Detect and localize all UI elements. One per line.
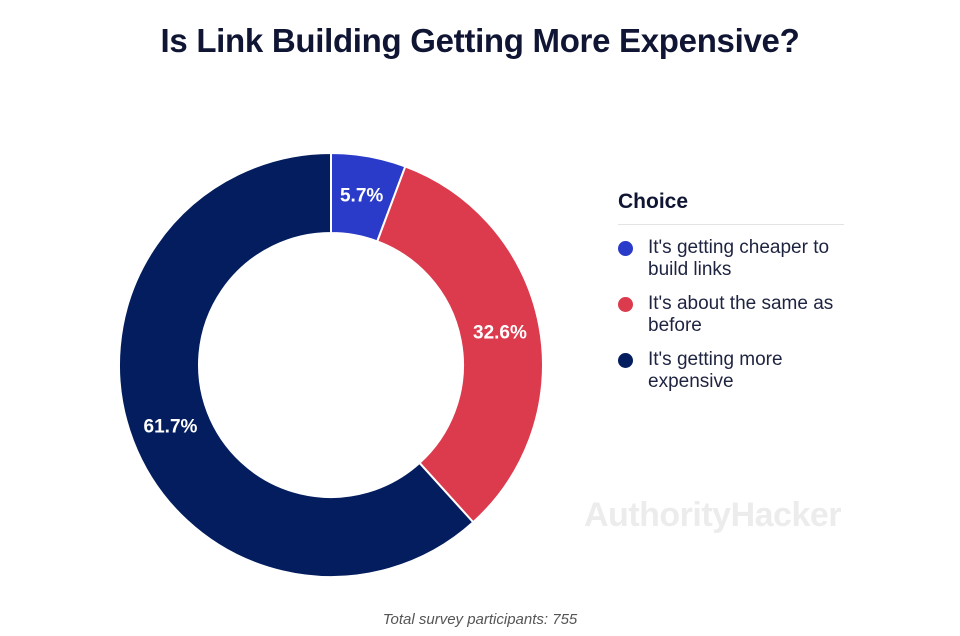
donut-slice-more-expensive [118,151,475,578]
donut-slice-same [375,165,544,524]
legend-label-more-expensive: It's getting more expensive [648,349,783,392]
legend-item-more-expensive: It's getting more expensive [618,349,844,393]
legend-item-same: It's about the same as before [618,293,844,337]
footnote: Total survey participants: 755 [382,611,578,628]
legend-swatch-cheaper [618,241,633,256]
slice-label-more-expensive: 61.7% [144,416,198,437]
donut-slices [118,151,544,578]
legend-label-cheaper: It's getting cheaper to build links [648,237,830,280]
legend-swatch-same [618,297,633,312]
chart-title: Is Link Building Getting More Expensive? [160,22,800,59]
legend-label-same: It's about the same as before [648,293,834,336]
slice-label-cheaper: 5.7% [340,185,383,206]
chart-legend: Choice It's getting cheaper to build lin… [618,190,844,405]
slice-label-same: 32.6% [473,322,527,343]
watermark-logo: AuthorityHacker [584,496,842,534]
legend-item-cheaper: It's getting cheaper to build links [618,237,844,281]
legend-swatch-more-expensive [618,353,633,368]
slice-labels: 5.7% 32.6% 61.7% [144,185,527,437]
legend-title: Choice [618,190,844,225]
